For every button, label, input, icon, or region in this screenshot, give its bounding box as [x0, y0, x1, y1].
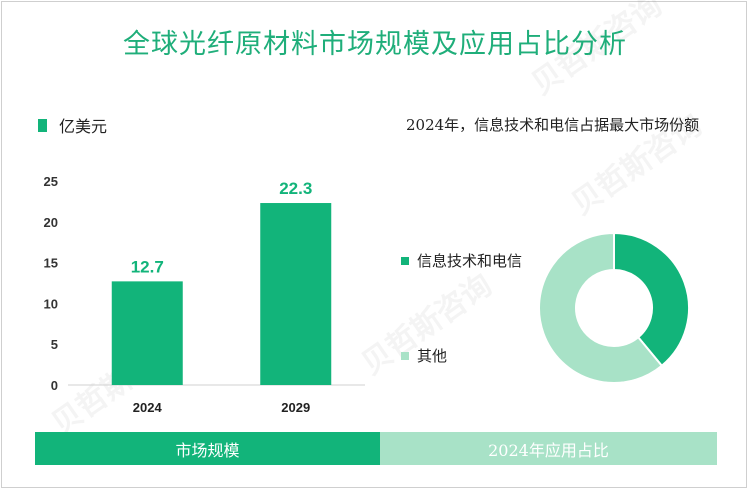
pie-title: 2024年，信息技术和电信占据最大市场份额 [406, 116, 700, 134]
x-tick-label: 2029 [281, 400, 310, 415]
bottom-bar-left: 市场规模 [35, 432, 380, 465]
y-tick-label: 5 [51, 337, 58, 352]
pie-legend-item: 其他 [401, 345, 447, 366]
legend-swatch [38, 118, 47, 132]
pie-slice [613, 231, 690, 368]
x-tick-label: 2024 [133, 400, 163, 415]
unit-label: 亿美元 [59, 117, 108, 136]
y-tick-label: 10 [44, 296, 58, 311]
bottom-bar-right-label: 2024年应用占比 [488, 440, 609, 460]
y-tick-label: 20 [44, 215, 58, 230]
bar [111, 281, 183, 385]
pie-legend-item: 信息技术和电信 [401, 250, 522, 271]
bottom-bar-right: 2024年应用占比 [380, 432, 717, 465]
bar [260, 203, 332, 385]
pie-legend-label: 信息技术和电信 [417, 252, 523, 270]
bar-data-label: 12.7 [131, 257, 164, 276]
pie-legend-swatch [401, 256, 409, 265]
y-tick-label: 0 [51, 378, 58, 393]
bar-legend: 亿美元 [38, 113, 107, 137]
bar-data-label: 22.3 [279, 179, 312, 198]
pie-legend-label: 其他 [417, 347, 448, 365]
bottom-bar-left-label: 市场规模 [175, 440, 240, 460]
y-tick-label: 25 [44, 174, 58, 189]
y-tick-label: 15 [44, 256, 58, 271]
pie-legend-swatch [401, 351, 409, 360]
chart-title: 全球光纤原材料市场规模及应用占比分析 [123, 29, 627, 60]
pie-slice [538, 231, 664, 384]
